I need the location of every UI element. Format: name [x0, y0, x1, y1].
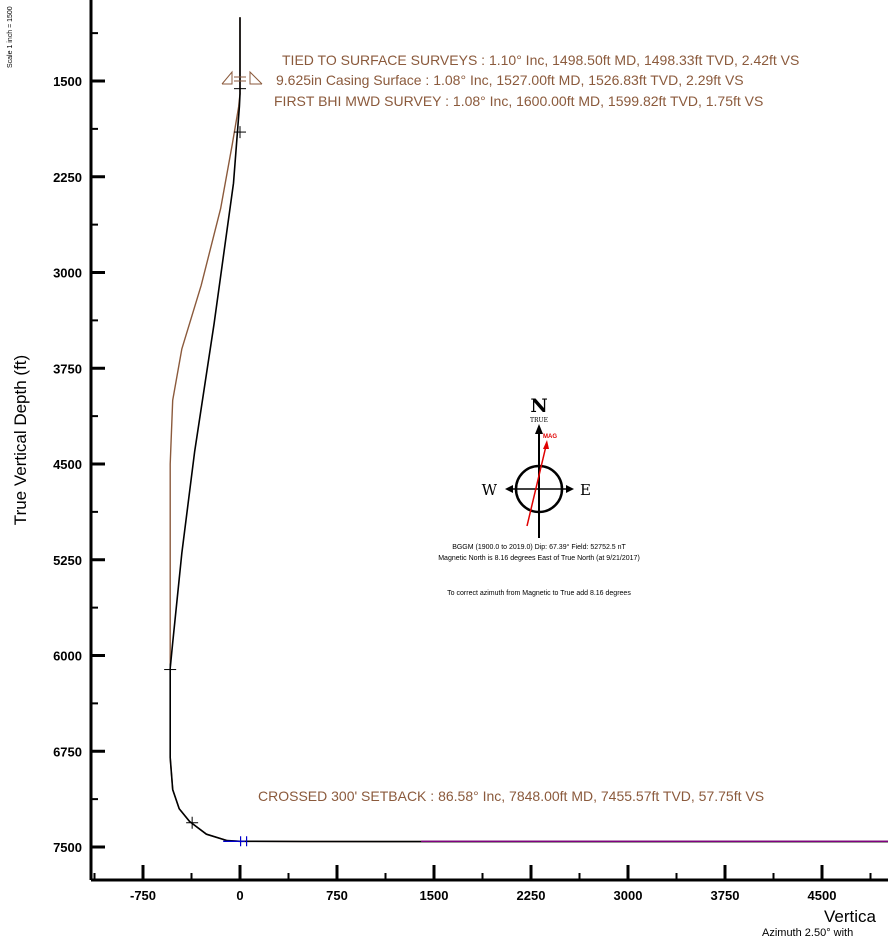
y-tick-label-6000: 6000	[53, 649, 82, 664]
x-axis-title: Vertica	[824, 907, 877, 926]
annotation-casing-surface: 9.625in Casing Surface : 1.08° Inc, 1527…	[276, 72, 744, 88]
compass-west-label: W	[482, 481, 498, 499]
x-tick-label-0: 0	[236, 888, 243, 903]
scale-label: Scale 1 inch = 1500	[7, 6, 14, 68]
annotation-crossed-setback: CROSSED 300' SETBACK : 86.58° Inc, 7848.…	[258, 788, 764, 804]
compass-north-arrowhead	[535, 424, 543, 434]
y-tick-label-4500: 4500	[53, 457, 82, 472]
compass-east-arrowhead	[566, 485, 574, 493]
x-tick-label-3000: 3000	[614, 888, 643, 903]
magnetic-model-info: BGGM (1900.0 to 2019.0) Dip: 67.39° Fiel…	[452, 543, 626, 551]
annotation-tied-to-surface: TIED TO SURFACE SURVEYS : 1.10° Inc, 149…	[282, 52, 799, 68]
axes	[89, 0, 888, 882]
y-axis-ticks: 1500 2250 3000 3750 4500 5250 6000 6750 7500	[53, 32, 105, 855]
x-tick-label-1500: 1500	[420, 888, 449, 903]
y-axis-title: True Vertical Depth (ft)	[11, 355, 30, 525]
compass-east-label: E	[580, 481, 591, 499]
x-tick-label-3750: 3750	[711, 888, 740, 903]
y-tick-label-5250: 5250	[53, 553, 82, 568]
x-tick-label-4500: 4500	[808, 888, 837, 903]
series-group	[169, 17, 888, 843]
azimuth-correction-info: To correct azimuth from Magnetic to True…	[447, 590, 631, 597]
compass-magnetic-north-line	[526, 445, 547, 527]
markers-group	[164, 82, 248, 847]
y-tick-label-3750: 3750	[53, 361, 82, 376]
compass-mag-arrowhead	[543, 440, 549, 449]
compass-mag-label: MAG	[543, 434, 557, 440]
magnetic-declination-info: Magnetic North is 8.16 degrees East of T…	[438, 555, 640, 562]
x-axis-ticks: -750 0 750 1500 2250 3000 3750 4500	[93, 865, 872, 903]
compass-north-label: N	[530, 395, 547, 417]
north-arrow-compass: N TRUE W E MAG	[482, 395, 591, 538]
x-axis-subtitle: Azimuth 2.50° with	[762, 927, 853, 939]
x-tick-label-750: 750	[326, 888, 348, 903]
compass-west-arrowhead	[505, 485, 513, 493]
y-tick-label-2250: 2250	[53, 170, 82, 185]
series-line-0	[169, 17, 888, 843]
y-tick-label-7500: 7500	[53, 840, 82, 855]
x-tick-label--750: -750	[130, 888, 156, 903]
y-tick-label-1500: 1500	[53, 74, 82, 89]
series-line-1	[169, 17, 888, 843]
compass-true-label: TRUE	[530, 417, 548, 424]
y-tick-label-6750: 6750	[53, 744, 82, 759]
annotation-first-mwd: FIRST BHI MWD SURVEY : 1.08° Inc, 1600.0…	[274, 93, 763, 109]
casing-symbol	[221, 70, 263, 85]
y-tick-label-3000: 3000	[53, 266, 82, 281]
x-tick-label-2250: 2250	[517, 888, 546, 903]
